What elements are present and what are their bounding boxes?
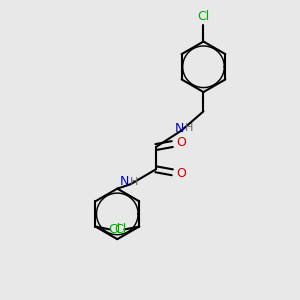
Text: Cl: Cl (115, 223, 127, 236)
Text: O: O (176, 167, 186, 180)
Text: N: N (119, 175, 129, 188)
Text: H: H (130, 177, 138, 187)
Text: O: O (176, 136, 186, 149)
Text: N: N (175, 122, 184, 135)
Text: Cl: Cl (197, 10, 210, 23)
Text: Cl: Cl (108, 223, 120, 236)
Text: H: H (185, 123, 194, 133)
